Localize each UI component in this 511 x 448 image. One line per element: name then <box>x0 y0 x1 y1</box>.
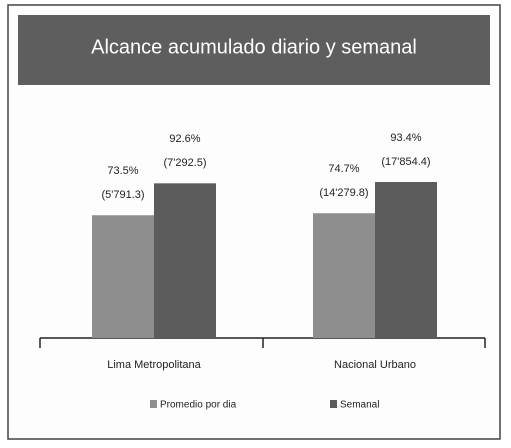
annotation: (17'854.4) <box>381 156 430 168</box>
annotation: (5'791.3) <box>101 189 144 201</box>
annotation: (7'292.5) <box>163 157 206 169</box>
x-tick-label: Lima Metropolitana <box>107 359 201 371</box>
value-label: 93.4% <box>390 132 421 144</box>
bar <box>313 213 375 338</box>
legend-swatch <box>150 400 157 408</box>
legend-label: Semanal <box>340 400 379 411</box>
bar <box>92 215 154 338</box>
legend-swatch <box>330 400 337 408</box>
value-label: 92.6% <box>169 133 200 145</box>
value-label: 74.7% <box>328 163 359 175</box>
chart-title: Alcance acumulado diario y semanal <box>91 36 417 58</box>
bar <box>154 183 216 338</box>
annotation: (14'279.8) <box>319 187 368 199</box>
title-band <box>18 15 490 85</box>
legend-label: Promedio por dia <box>160 400 237 411</box>
bar <box>375 182 437 338</box>
x-tick-label: Nacional Urbano <box>334 359 416 371</box>
value-label: 73.5% <box>107 165 138 177</box>
